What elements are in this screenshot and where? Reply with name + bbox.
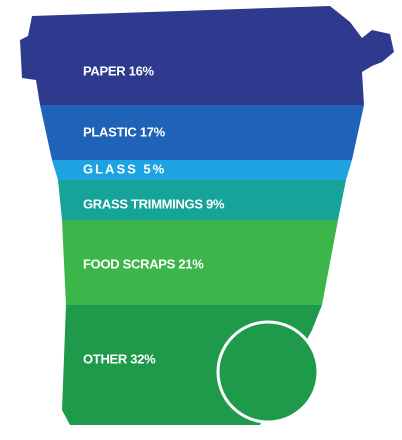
plastic-band	[40, 105, 364, 160]
paper-band	[20, 6, 394, 105]
grass-label: GRASS TRIMMINGS 9%	[83, 196, 225, 211]
grass-band	[58, 180, 346, 220]
paper-label: PAPER 16%	[83, 63, 154, 78]
plastic-label: PLASTIC 17%	[83, 124, 166, 139]
glass-band	[52, 160, 352, 180]
other-label: OTHER 32%	[83, 351, 156, 366]
food-label: FOOD SCRAPS 21%	[83, 256, 204, 271]
food-band	[62, 220, 338, 305]
wheel	[216, 320, 320, 424]
glass-label: GLASS 5%	[83, 161, 166, 176]
